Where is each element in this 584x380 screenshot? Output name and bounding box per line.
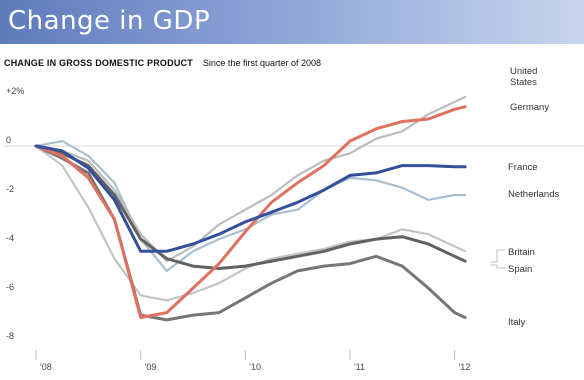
y-tick-label: -4	[6, 233, 14, 243]
y-tick-label: +2%	[6, 86, 24, 96]
y-tick-label: -6	[6, 282, 14, 292]
series-label-line: United	[510, 66, 537, 77]
series-label-united-states: United States	[510, 66, 537, 88]
chart-heading: CHANGE IN GROSS DOMESTIC PRODUCT Since th…	[4, 58, 321, 68]
chart-title: CHANGE IN GROSS DOMESTIC PRODUCT	[4, 58, 193, 68]
spain-leader-line	[491, 264, 505, 269]
series-line-spain	[34, 144, 467, 270]
series-label-line: Italy	[508, 317, 526, 328]
series-line-netherlands	[34, 140, 467, 272]
chart-subtitle: Since the first quarter of 2008	[202, 58, 321, 68]
series-label-line: Britain	[508, 247, 535, 258]
series-label-italy: Italy	[508, 317, 526, 328]
series-label-netherlands: Netherlands	[508, 189, 559, 200]
x-tick-label: '08	[40, 362, 52, 372]
y-tick-label: -8	[6, 331, 14, 341]
series-label-line: Germany	[510, 102, 549, 113]
x-tick-label: '09	[145, 362, 157, 372]
series-label-line: France	[508, 162, 538, 173]
series-label-france: France	[508, 162, 538, 173]
series-label-line: Netherlands	[508, 189, 559, 200]
x-tick-label: '11	[354, 362, 365, 372]
series-label-germany: Germany	[510, 102, 549, 113]
series-label-spain: Spain	[508, 264, 532, 275]
britain-leader-line	[491, 249, 505, 263]
series-line-france	[34, 144, 467, 253]
y-tick-label: 0	[6, 135, 11, 145]
series-label-line: States	[510, 77, 537, 88]
x-tick-label: '12	[459, 362, 471, 372]
series-line-united-states	[34, 95, 467, 263]
banner-title: Change in GDP	[8, 6, 211, 36]
series-line-germany	[34, 105, 467, 319]
y-tick-label: -2	[6, 184, 14, 194]
series-label-line: Spain	[508, 264, 532, 275]
series-label-britain: Britain	[508, 247, 535, 258]
x-tick-label: '10	[249, 362, 261, 372]
title-banner: Change in GDP	[0, 0, 584, 44]
